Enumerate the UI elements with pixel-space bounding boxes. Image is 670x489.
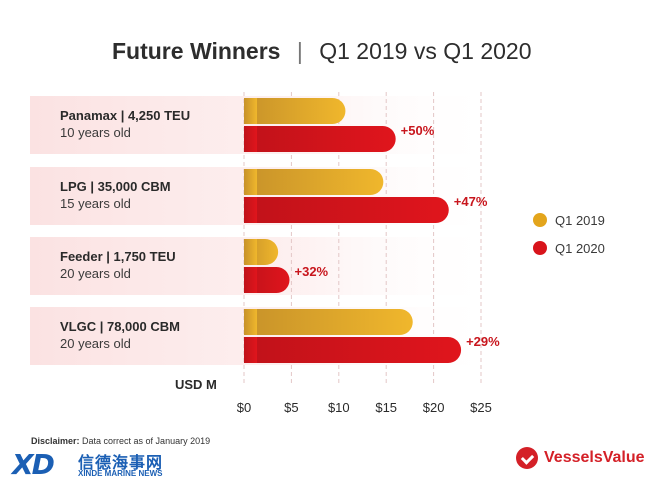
vesselsvalue-logo: VesselsValue [516,447,645,469]
vesselsvalue-icon [516,447,538,469]
bar-left-edge [244,126,257,152]
xinde-logo: XD 信德海事网 XINDE MARINE NEWS [12,448,212,482]
x-tick-label: $25 [470,400,492,415]
bar-left-edge [244,197,257,223]
x-tick-label: $10 [328,400,350,415]
x-tick-label: $0 [237,400,251,415]
x-axis: USD M $0 $5 $10 $15 $20 $25 [175,377,492,415]
category-label: LPG | 35,000 CBM [60,179,171,194]
legend-marker [533,241,547,255]
category-sublabel: 20 years old [60,266,131,281]
category-sublabel: 20 years old [60,336,131,351]
xinde-logo-english: XINDE MARINE NEWS [78,469,163,478]
chart-title-sub: Q1 2019 vs Q1 2020 [319,38,531,64]
x-tick-label: $5 [284,400,298,415]
disclaimer-label: Disclaimer: [31,436,80,446]
xinde-logo-mark: XD [12,448,55,481]
legend: Q1 2019 Q1 2020 [533,213,605,256]
category-label: Panamax | 4,250 TEU [60,108,190,123]
bar-left-edge [244,309,257,335]
disclaimer-text: Data correct as of January 2019 [79,436,211,446]
bar [244,197,449,223]
xinde-logo-chinese: 信德海事网 [78,453,164,472]
change-label: +29% [466,334,500,349]
bar-left-edge [244,267,257,293]
bar-left-edge [244,239,257,265]
category-label: Feeder | 1,750 TEU [60,249,176,264]
bar-left-edge [244,169,257,195]
bar [244,169,384,195]
x-axis-label: USD M [175,377,217,392]
x-tick-label: $15 [375,400,397,415]
bar [244,98,346,124]
category-label: VLGC | 78,000 CBM [60,319,180,334]
bar-left-edge [244,337,257,363]
change-label: +47% [454,194,488,209]
bar [244,337,462,363]
category-labels: Panamax | 4,250 TEU 10 years old LPG | 35,… [60,108,190,351]
category-sublabel: 15 years old [60,196,131,211]
legend-marker [533,213,547,227]
category-sublabel: 10 years old [60,125,131,140]
chart-title-separator: | [297,38,303,64]
bar [244,309,413,335]
chart-title-main: Future Winners [112,38,280,64]
bar [244,126,396,152]
disclaimer: Disclaimer: Data correct as of January 2… [31,436,210,446]
change-label: +50% [401,123,435,138]
x-tick-label: $20 [423,400,445,415]
legend-label: Q1 2020 [555,241,605,256]
legend-label: Q1 2019 [555,213,605,228]
bar-left-edge [244,98,257,124]
vesselsvalue-wordmark: VesselsValue [544,449,645,466]
bars [244,98,462,363]
chart-title: Future Winners | Q1 2019 vs Q1 2020 [112,38,532,64]
change-label: +32% [295,264,329,279]
change-labels: +50% +47% +32% +29% [295,123,501,349]
